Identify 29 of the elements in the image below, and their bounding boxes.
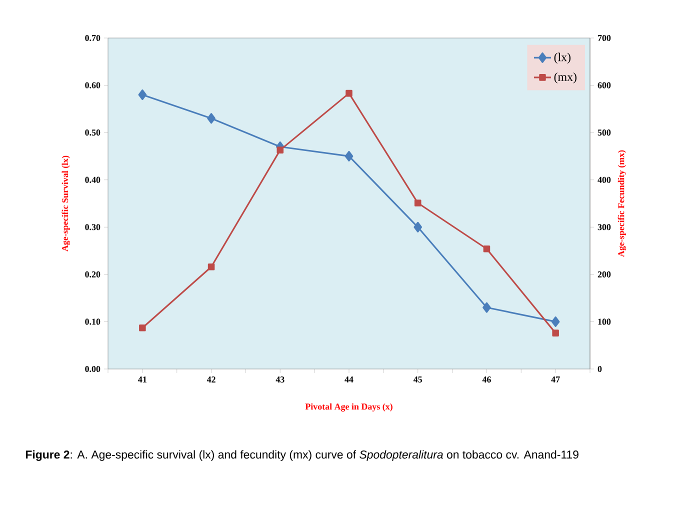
x-tick-label: 43 (276, 376, 284, 383)
x-tick-label: 45 (414, 376, 422, 382)
x-tick-label: 47 (551, 376, 560, 382)
x-tick-label: 41 (138, 376, 146, 382)
y2-tick-label: 100 (598, 318, 611, 325)
y-tick-label: 0.20 (85, 271, 100, 278)
y-axis-title: Age-specific Survival (lx) (62, 156, 70, 252)
y2-tick-label: 0 (598, 366, 602, 372)
y2-tick-label: 700 (598, 34, 611, 42)
x-tick-label: 44 (344, 376, 354, 382)
y2-tick-label: 500 (598, 130, 611, 136)
y-tick-label: 0.70 (85, 34, 100, 42)
y-tick-label: 0.30 (85, 224, 100, 230)
legend-label: (lx) (554, 52, 571, 64)
x-tick-label: 46 (482, 376, 491, 383)
y-tick-label: 0.10 (85, 318, 100, 325)
x-tick-label: 42 (206, 376, 216, 382)
text: Figure 2: A. Age-specific survival (lx) and fecundity (mx) curve of Spodopteralitura on tobacco cv. Anand-119 (26, 450, 578, 461)
x-axis-title: Pivotal Age in Days (x) (305, 403, 392, 412)
y2-tick-label: 200 (598, 271, 611, 278)
y2-tick-label: 300 (598, 224, 611, 230)
y-tick-label: 0.60 (85, 82, 100, 88)
y2-tick-label: 400 (598, 176, 611, 183)
y2-tick-label: 600 (598, 82, 611, 88)
y2-axis-title: Age-specific Fecundity (mx) (618, 150, 626, 257)
legend-label: (mx) (554, 72, 576, 84)
y-tick-label: 0.40 (85, 176, 100, 183)
y-tick-label: 0.50 (85, 130, 100, 136)
y-tick-label: 0.00 (85, 366, 100, 372)
